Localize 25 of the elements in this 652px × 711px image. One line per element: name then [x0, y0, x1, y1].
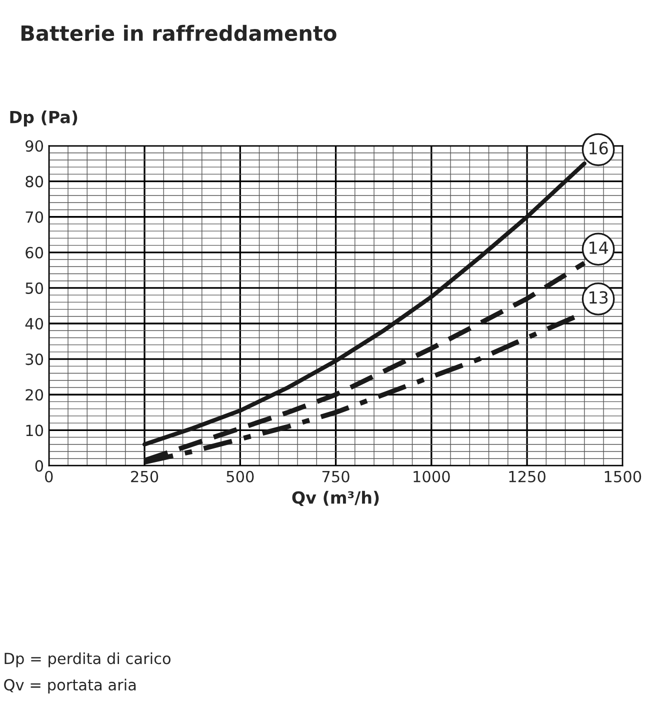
x-tick-label: 1250 — [509, 470, 546, 482]
x-tick-label: 500 — [226, 470, 254, 482]
y-tick-label: 0 — [35, 460, 44, 472]
y-tick-label: 60 — [26, 246, 44, 258]
text: Dp = perdita di carico — [4, 652, 170, 668]
x-tick-label: 750 — [322, 470, 350, 482]
x-tick-label: 1000 — [414, 470, 450, 482]
series-label: 13 — [590, 291, 608, 304]
x-tick-label: 250 — [131, 470, 158, 482]
y-axis-title: Dp (Pa) — [10, 110, 78, 127]
series-label: 14 — [590, 242, 608, 254]
text: Qv = portata aria — [4, 678, 136, 694]
x-axis-title: Qv (m³/h) — [292, 490, 379, 506]
y-tick-label: 10 — [26, 424, 44, 436]
y-tick-label: 80 — [26, 176, 44, 188]
x-tick-label: 1500 — [604, 470, 642, 482]
y-tick-label: 90 — [26, 140, 44, 152]
y-tick-label: 50 — [26, 282, 44, 294]
chart-title: Batterie in raffreddamento — [21, 24, 336, 42]
y-tick-label: 40 — [25, 318, 44, 330]
series-label: 16 — [590, 142, 608, 154]
x-tick-label: 0 — [45, 470, 53, 482]
y-tick-label: 30 — [26, 354, 44, 366]
y-tick-label: 20 — [26, 389, 44, 401]
y-tick-label: 70 — [26, 211, 44, 223]
